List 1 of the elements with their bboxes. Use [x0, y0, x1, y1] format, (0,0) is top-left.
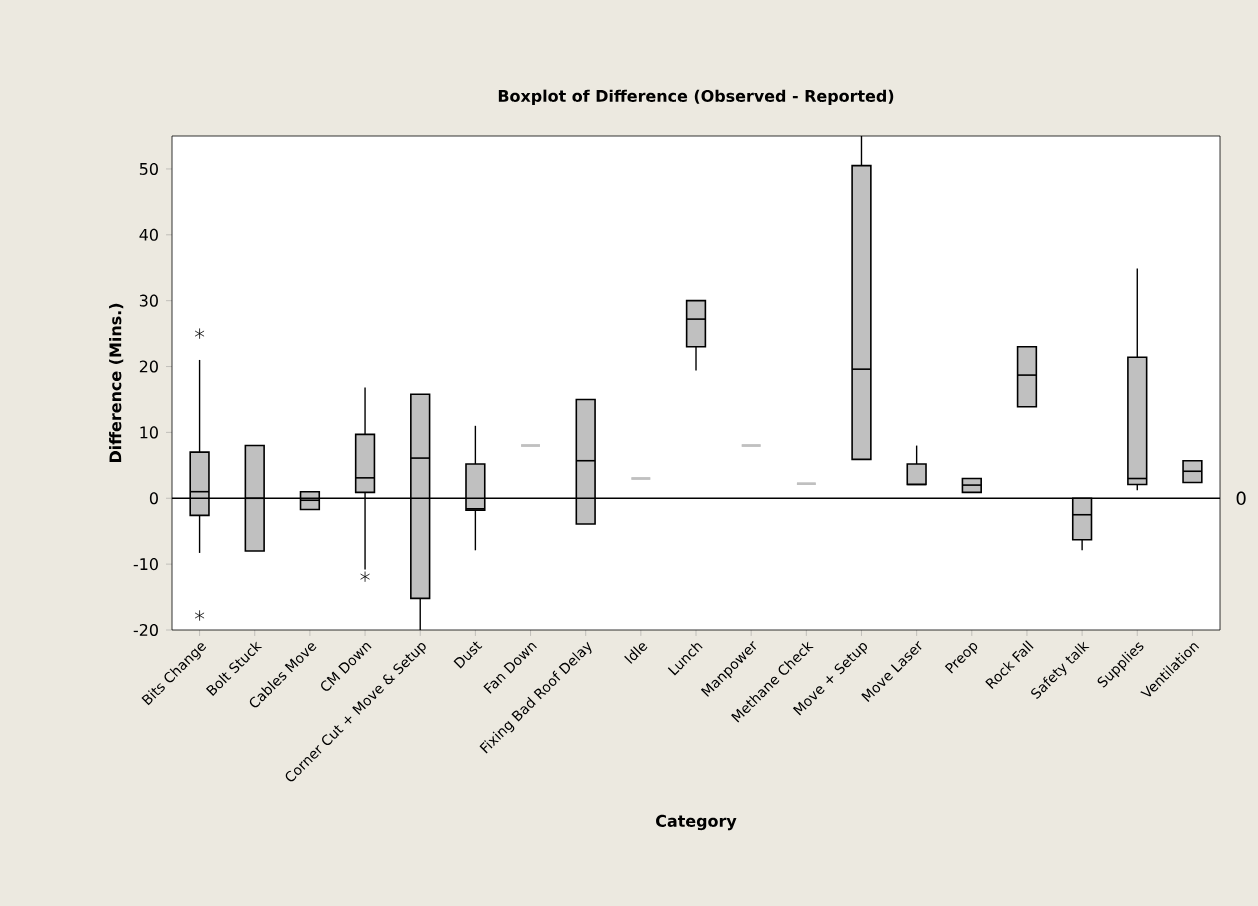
ref-line-label: 0 [1236, 491, 1246, 506]
